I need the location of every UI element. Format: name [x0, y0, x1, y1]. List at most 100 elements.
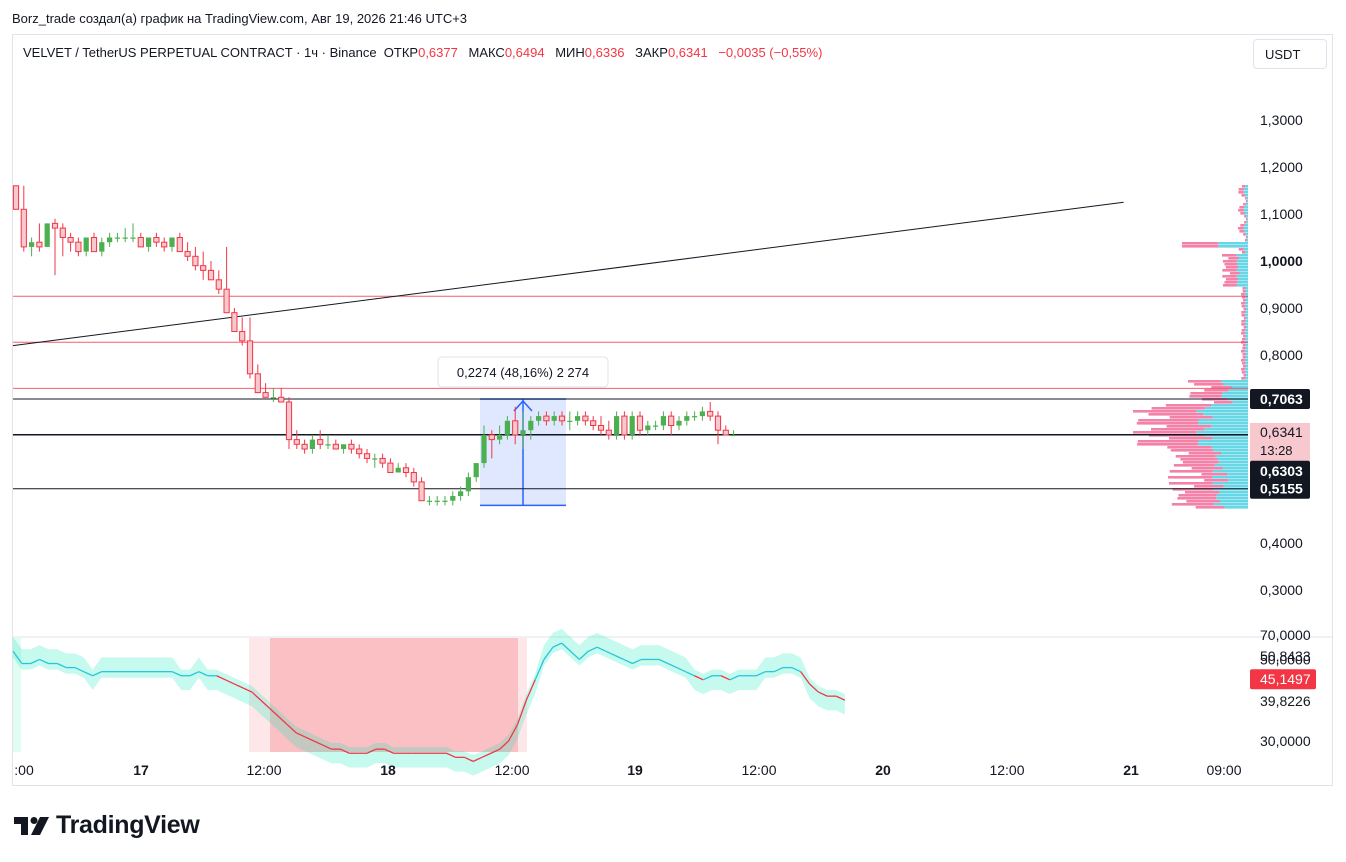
volume-profile-down-bar — [1169, 482, 1213, 485]
candle-body — [363, 453, 371, 459]
time-axis-tick: :00 — [14, 762, 34, 778]
volume-profile-down-bar — [1188, 380, 1222, 383]
volume-profile-up-bar — [1239, 272, 1248, 275]
candle-body — [99, 242, 105, 252]
candle-body — [676, 420, 682, 426]
volume-profile-up-bar — [1212, 470, 1248, 473]
volume-profile-down-bar — [1241, 305, 1246, 308]
oscillator-line-segment — [216, 675, 226, 681]
volume-profile-up-bar — [1245, 194, 1248, 197]
volume-profile-up-bar — [1245, 335, 1248, 338]
oscillator-line-segment — [225, 679, 235, 685]
candle-body — [458, 491, 464, 496]
volume-profile-down-bar — [1222, 284, 1237, 287]
volume-profile-down-bar — [1171, 503, 1214, 506]
oscillator-line-segment — [570, 650, 580, 660]
price-label-countdown: 13:28 — [1260, 443, 1293, 458]
oscillator-line-segment — [605, 650, 616, 656]
volume-profile-down-bar — [1245, 200, 1248, 203]
volume-profile-up-bar — [1212, 437, 1248, 440]
volume-profile-down-bar — [1242, 344, 1246, 347]
oscillator-line-segment — [632, 658, 642, 665]
volume-profile-up-bar — [1244, 212, 1248, 215]
volume-profile-down-bar — [1242, 287, 1246, 290]
symbol-name[interactable]: VELVET / TetherUS PERPETUAL CONTRACT · 1… — [23, 45, 377, 60]
volume-profile-down-bar — [1222, 275, 1237, 278]
time-axis-tick: 12:00 — [494, 762, 529, 778]
price-label: 0,7063 — [1250, 389, 1310, 410]
volume-profile-up-bar — [1224, 506, 1248, 509]
oscillator-line-segment — [543, 646, 554, 660]
candle-body — [722, 429, 729, 436]
volume-profile-up-bar — [1247, 218, 1248, 221]
price-label: 0,6303 — [1250, 460, 1310, 481]
candle-body — [44, 223, 50, 247]
volume-profile-down-bar — [1169, 470, 1213, 473]
candle-body — [497, 434, 503, 440]
oscillator-line-segment — [251, 691, 262, 701]
volume-profile-down-bar — [1242, 185, 1246, 188]
candle-body — [107, 237, 113, 243]
candle-body — [20, 208, 27, 248]
oscillator-line-segment — [835, 695, 846, 701]
candle-body — [223, 288, 230, 314]
volume-profile-up-bar — [1244, 368, 1248, 371]
oscillator-axis-tick: 50,0000 — [1260, 651, 1311, 667]
volume-profile-down-bar — [1194, 485, 1224, 488]
candle-body — [90, 237, 98, 253]
time-axis-tick: 12:00 — [741, 762, 776, 778]
low-label: МИН — [555, 45, 585, 60]
oscillator-line-segment — [561, 642, 571, 652]
volume-profile-down-bar — [1167, 446, 1212, 449]
symbol-legend[interactable]: VELVET / TetherUS PERPETUAL CONTRACT · 1… — [23, 45, 822, 60]
oscillator-line-segment — [198, 671, 208, 677]
oscillator-current-bg — [1250, 669, 1316, 690]
volume-profile-down-bar — [1241, 194, 1246, 197]
change-value: −0,0035 (−0,55%) — [718, 45, 823, 60]
volume-profile-down-bar — [1238, 248, 1244, 251]
volume-profile-down-bar — [1243, 299, 1246, 302]
volume-profile-up-bar — [1243, 227, 1248, 230]
tradingview-logo-text: TradingView — [56, 811, 200, 839]
candle-body — [137, 237, 144, 248]
volume-profile-up-bar — [1245, 185, 1248, 188]
volume-profile-up-bar — [1212, 476, 1248, 479]
price-label-bg — [1250, 460, 1310, 481]
volume-profile-down-bar — [1242, 362, 1246, 365]
volume-profile-up-bar — [1243, 209, 1248, 212]
candle-body — [636, 415, 644, 431]
volume-profile-down-bar — [1191, 467, 1223, 470]
price-axis-tick: 0,9000 — [1260, 300, 1303, 316]
volume-profile-down-bar — [1169, 416, 1213, 419]
open-value: 0,6377 — [418, 45, 458, 60]
volume-profile-down-bar — [1228, 257, 1240, 260]
volume-profile-down-bar — [1225, 266, 1239, 269]
oscillator-line-segment — [667, 662, 678, 669]
volume-profile-up-bar — [1245, 365, 1248, 368]
volume-profile-up-bar — [1245, 347, 1248, 350]
volume-profile-down-bar — [1241, 371, 1246, 374]
currency-button[interactable]: USDT — [1253, 39, 1327, 69]
volume-profile-up-bar — [1245, 356, 1248, 359]
oscillator-line-segment — [809, 683, 819, 693]
volume-profile-down-bar — [1225, 278, 1239, 281]
time-axis-tick: 12:00 — [989, 762, 1024, 778]
volume-profile-up-bar — [1221, 452, 1248, 455]
candle-body — [239, 331, 246, 342]
oscillator-zone — [249, 638, 527, 752]
volume-profile-down-bar — [1175, 455, 1216, 458]
volume-profile-up-bar — [1244, 293, 1248, 296]
oscillator-line-segment — [552, 642, 562, 648]
candles — [12, 185, 737, 506]
oscillator-line-segment — [464, 756, 474, 762]
volume-profile-up-bar — [1211, 446, 1248, 449]
tradingview-logo[interactable]: TradingView — [14, 811, 200, 840]
candle-body — [67, 237, 74, 243]
volume-profile-down-bar — [1244, 221, 1247, 224]
volume-profile-down-bar — [1178, 494, 1217, 497]
volume-profile-up-bar — [1204, 428, 1248, 431]
candle-body — [551, 416, 557, 421]
oscillator-line-segment — [472, 756, 483, 762]
volume-profile-up-bar — [1219, 491, 1248, 494]
